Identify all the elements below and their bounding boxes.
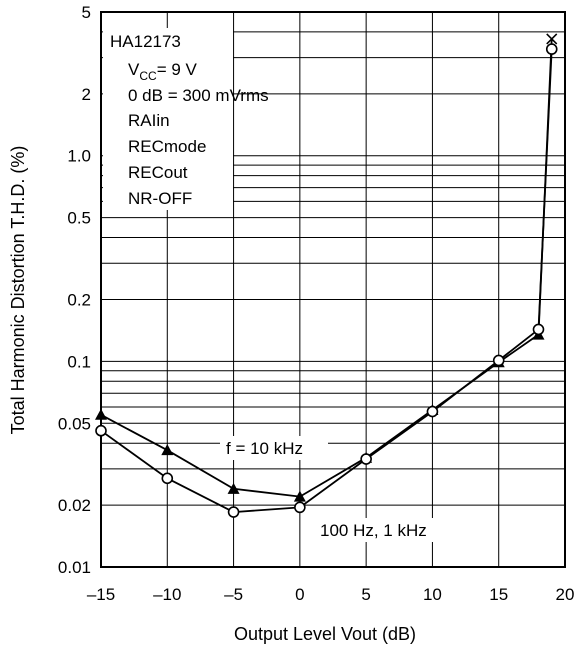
- x-tick-label: –10: [153, 585, 181, 604]
- device-label: HA12173: [110, 32, 181, 51]
- data-point-circle: [95, 424, 107, 437]
- series-label-bg-10k: [220, 436, 328, 460]
- plot-frame: [100, 11, 566, 568]
- y-tick-labels: 0.01 0.02 0.05 0.1 0.2 0.5 1.0 2 5: [58, 3, 91, 577]
- series-label-1k: 100 Hz, 1 kHz: [320, 521, 427, 540]
- data-point-circle: [426, 405, 439, 418]
- data-point-triangle: [95, 408, 107, 420]
- y-tick-label: 2: [82, 85, 91, 104]
- y-tick-label: 0.05: [58, 414, 91, 433]
- x-tick-label: 5: [361, 585, 370, 604]
- y-tick-label: 0.2: [67, 290, 91, 309]
- data-point-cross: [546, 33, 558, 45]
- data-point-triangle: [227, 482, 240, 494]
- data-point-triangle: [293, 490, 306, 502]
- conditions-box-bg: [103, 28, 233, 210]
- nr-label: NR-OFF: [128, 189, 192, 208]
- input-label: RAIin: [128, 111, 170, 130]
- y-tick-label: 0.01: [58, 558, 91, 577]
- x-tick-labels: –15 –10 –5 0 5 10 15 20: [87, 585, 575, 604]
- data-point-circle: [294, 501, 306, 514]
- x-tick-label: –15: [87, 585, 115, 604]
- y-tick-label: 0.1: [67, 352, 91, 371]
- series-group: [95, 43, 558, 518]
- x-tick-label: 15: [489, 585, 508, 604]
- data-point-circle: [492, 354, 505, 367]
- data-point-circle: [161, 472, 174, 485]
- conditions-box: HA12173 VCC= 9 V 0 dB = 300 mVrms RAIin …: [103, 28, 269, 210]
- x-tick-label: –5: [224, 585, 243, 604]
- x-tick-label: 20: [556, 585, 575, 604]
- y-tick-label: 5: [82, 3, 91, 22]
- data-point-circle: [532, 323, 545, 336]
- data-point-triangle: [161, 444, 174, 456]
- mode-label: RECmode: [128, 137, 206, 156]
- series-label-bg-1k: [314, 518, 458, 542]
- data-point-circle: [360, 453, 372, 465]
- y-tick-label: 0.02: [58, 496, 91, 515]
- y-tick-label: 0.5: [67, 209, 91, 228]
- y-axis-label: Total Harmonic Distortion T.H.D. (%): [8, 146, 28, 435]
- data-point-circle: [545, 43, 558, 55]
- data-series: [95, 33, 558, 518]
- x-tick-label: 10: [423, 585, 442, 604]
- x-tick-label: 0: [295, 585, 304, 604]
- y-tick-label: 1.0: [67, 147, 91, 166]
- series-labels: f = 10 kHz 100 Hz, 1 kHz: [220, 436, 458, 542]
- series-label-10k: f = 10 kHz: [226, 439, 303, 458]
- data-point-circle: [227, 506, 240, 518]
- x-axis-label: Output Level Vout (dB): [234, 624, 416, 644]
- output-label: RECout: [128, 163, 188, 182]
- reference-label: 0 dB = 300 mVrms: [128, 86, 269, 105]
- vcc-label: VCC= 9 V: [128, 60, 198, 83]
